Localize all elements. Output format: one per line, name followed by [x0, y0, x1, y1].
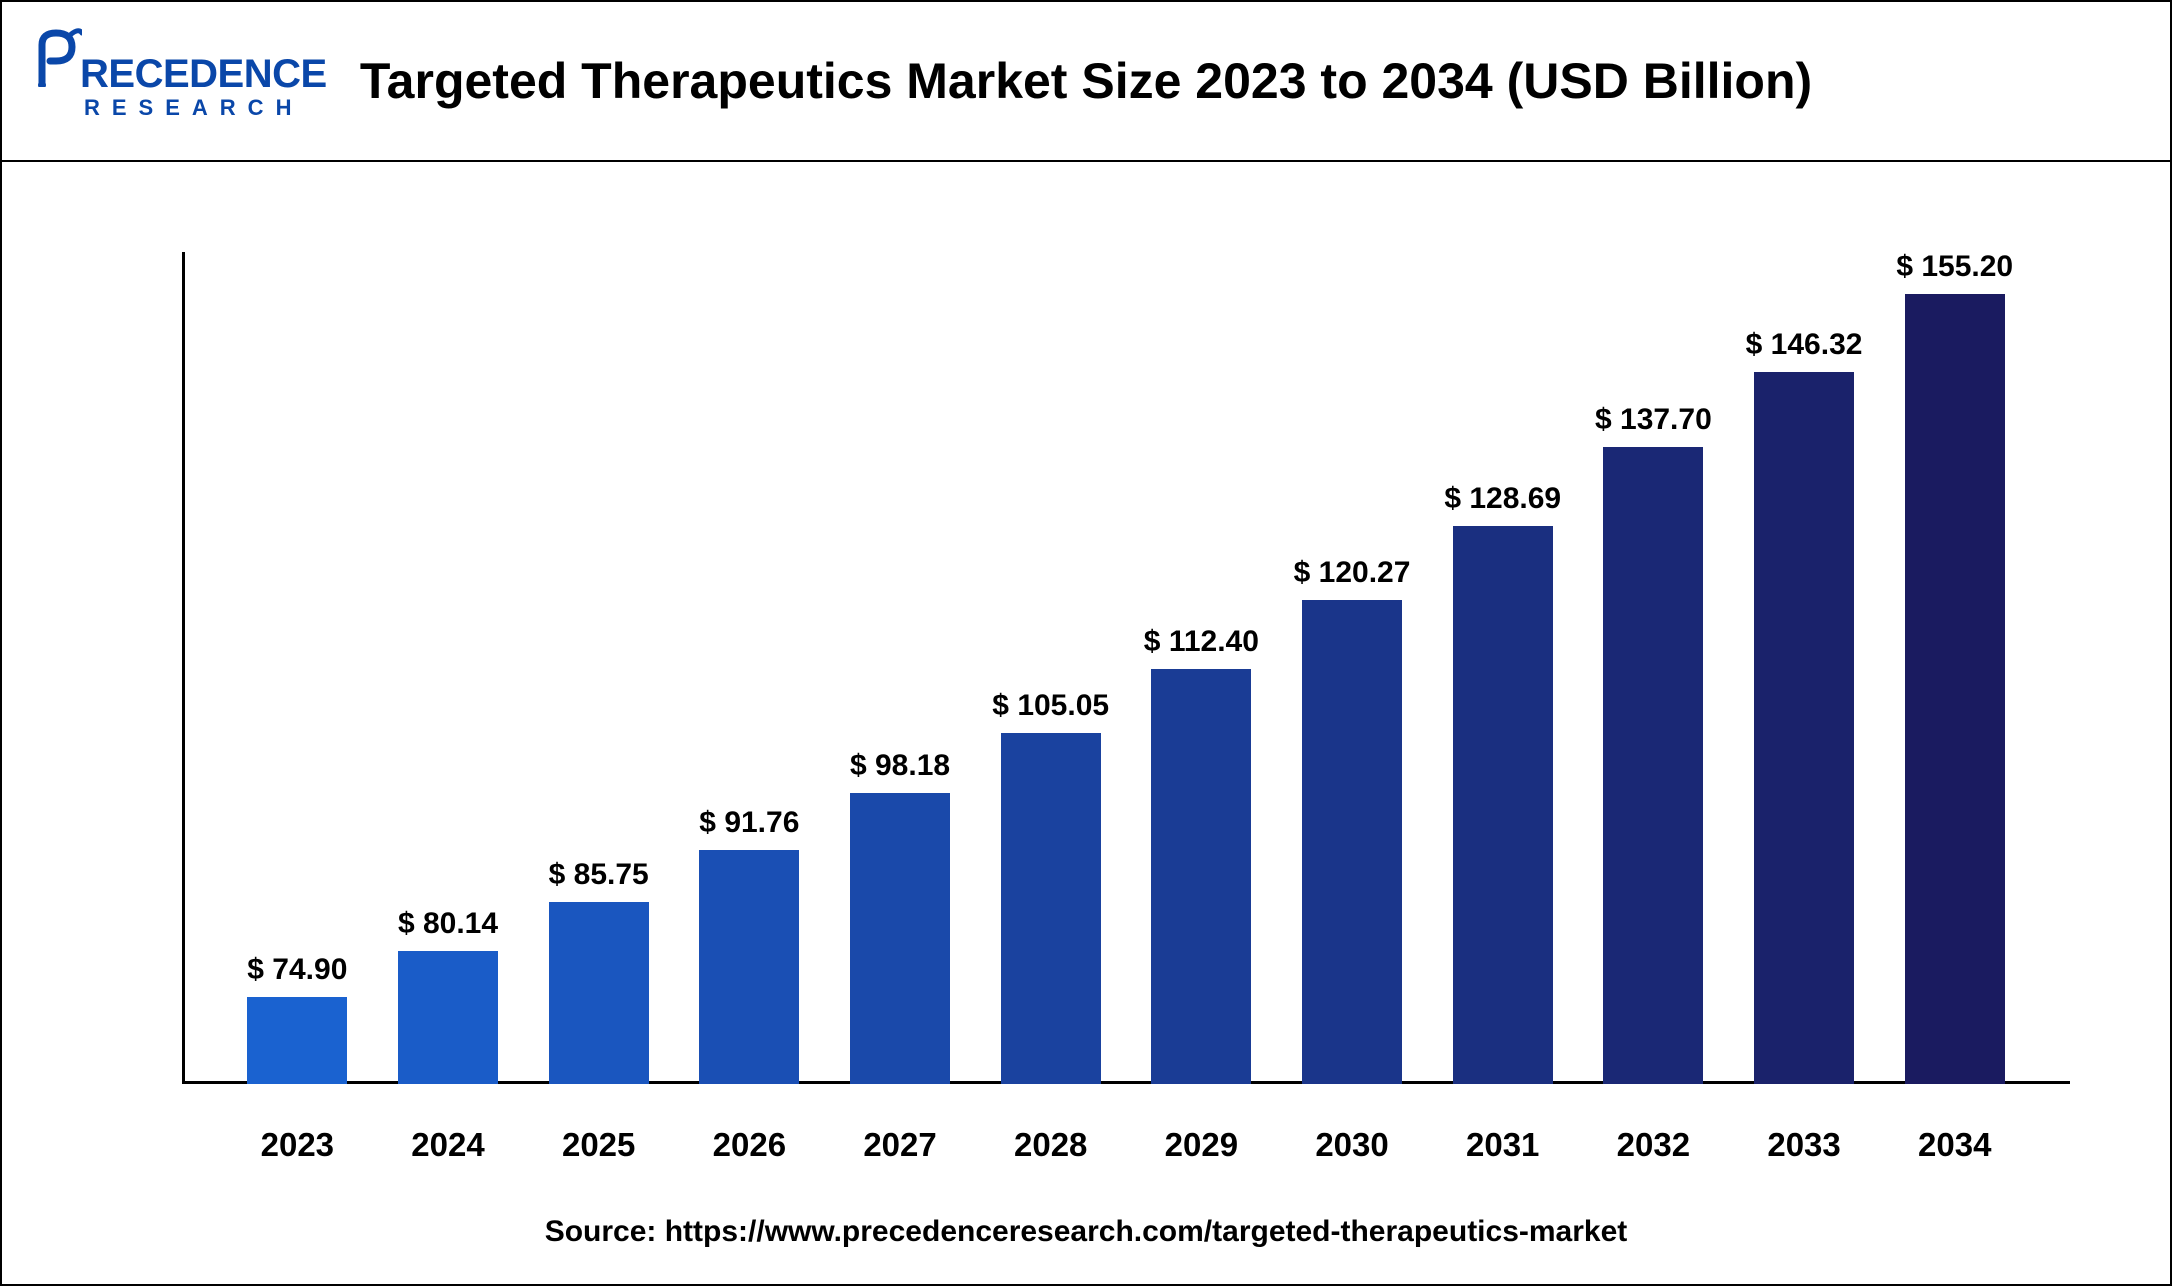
x-axis-label: 2026 [674, 1126, 825, 1164]
bar-value-label: $ 146.32 [1746, 328, 1863, 362]
bar [699, 850, 799, 1084]
bar [1453, 526, 1553, 1084]
bars-container: $ 74.90 $ 80.14 $ 85.75 $ 91.76 $ 98.18 $ 105… [182, 252, 2070, 1084]
logo-row: RECEDENCE [32, 27, 352, 97]
bar-value-label: $ 128.69 [1444, 482, 1561, 516]
bar [1905, 294, 2005, 1084]
bar-slot: $ 146.32 [1729, 252, 1880, 1084]
logo: RECEDENCE RESEARCH [32, 27, 352, 121]
x-axis-label: 2030 [1277, 1126, 1428, 1164]
bar-value-label: $ 98.18 [850, 749, 950, 783]
bar [1302, 600, 1402, 1084]
bar-slot: $ 105.05 [975, 252, 1126, 1084]
x-axis-label: 2023 [222, 1126, 373, 1164]
source-text: Source: https://www.precedenceresearch.c… [2, 1215, 2170, 1249]
bar [850, 793, 950, 1084]
x-axis-label: 2028 [975, 1126, 1126, 1164]
bar-slot: $ 85.75 [523, 252, 674, 1084]
chart-area: $ 74.90 $ 80.14 $ 85.75 $ 91.76 $ 98.18 $ 105… [2, 162, 2170, 1284]
bar-slot: $ 128.69 [1427, 252, 1578, 1084]
bar-value-label: $ 85.75 [549, 858, 649, 892]
bar-value-label: $ 112.40 [1144, 625, 1259, 659]
x-axis-label: 2027 [825, 1126, 976, 1164]
bar-value-label: $ 74.90 [247, 953, 347, 987]
bar-value-label: $ 91.76 [699, 806, 799, 840]
bar [1754, 372, 1854, 1084]
bar [398, 951, 498, 1084]
bar [247, 997, 347, 1084]
chart-frame: RECEDENCE RESEARCH Targeted Therapeutics… [0, 0, 2172, 1286]
x-axis-label: 2034 [1879, 1126, 2030, 1164]
x-axis-label: 2032 [1578, 1126, 1729, 1164]
bar [549, 902, 649, 1084]
bar-slot: $ 120.27 [1277, 252, 1428, 1084]
bar-value-label: $ 120.27 [1294, 556, 1411, 590]
x-axis-label: 2029 [1126, 1126, 1277, 1164]
bar-value-label: $ 80.14 [398, 907, 498, 941]
bar-slot: $ 74.90 [222, 252, 373, 1084]
x-labels: 2023202420252026202720282029203020312032… [182, 1126, 2070, 1164]
bar-value-label: $ 105.05 [992, 689, 1109, 723]
bar-slot: $ 98.18 [825, 252, 976, 1084]
header: RECEDENCE RESEARCH Targeted Therapeutics… [2, 2, 2170, 162]
bar [1001, 733, 1101, 1084]
chart-title: Targeted Therapeutics Market Size 2023 t… [360, 52, 1812, 110]
bar-slot: $ 91.76 [674, 252, 825, 1084]
bar-slot: $ 112.40 [1126, 252, 1277, 1084]
logo-main-text: RECEDENCE [80, 52, 327, 97]
bar-value-label: $ 155.20 [1896, 250, 2013, 284]
logo-sub-text: RESEARCH [84, 95, 352, 121]
bar [1151, 669, 1251, 1084]
bar-slot: $ 137.70 [1578, 252, 1729, 1084]
bar [1603, 447, 1703, 1084]
bar-slot: $ 155.20 [1879, 252, 2030, 1084]
x-axis-label: 2033 [1729, 1126, 1880, 1164]
logo-p-icon [32, 27, 82, 87]
bar-value-label: $ 137.70 [1595, 403, 1712, 437]
x-axis-label: 2024 [373, 1126, 524, 1164]
x-axis-label: 2025 [523, 1126, 674, 1164]
plot: $ 74.90 $ 80.14 $ 85.75 $ 91.76 $ 98.18 $ 105… [182, 252, 2070, 1084]
x-axis-label: 2031 [1427, 1126, 1578, 1164]
bar-slot: $ 80.14 [373, 252, 524, 1084]
